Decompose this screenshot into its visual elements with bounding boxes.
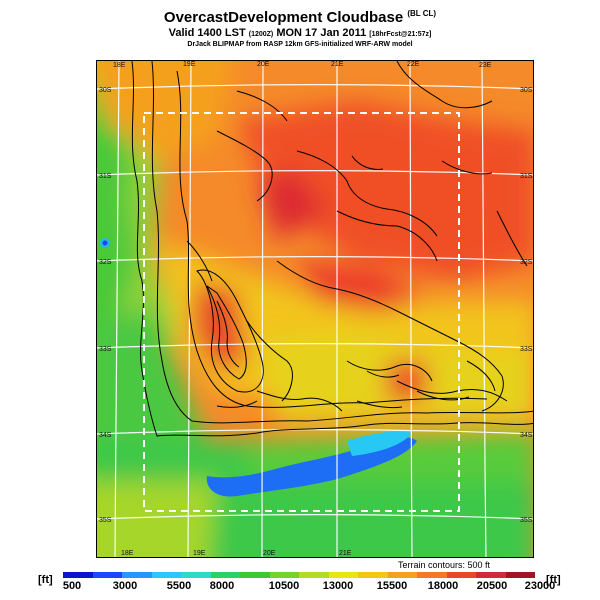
lon-labels-bottom: 18E 19E 20E 21E xyxy=(121,550,352,557)
lat-label: 31S xyxy=(99,173,112,180)
lat-label: 34S xyxy=(520,432,533,439)
lon-label: 23E xyxy=(479,62,492,69)
color-scale-label: 13000 xyxy=(322,580,354,592)
color-scale-swatch xyxy=(358,572,388,578)
lon-label: 22E xyxy=(407,61,420,68)
valid-label: Valid 1400 LST xyxy=(168,27,246,39)
color-scale-label: 20500 xyxy=(476,580,508,592)
lat-label: 33S xyxy=(99,346,112,353)
cloudbase-map: 18E 19E 20E 21E 22E 23E 18E 19E 20E 21E … xyxy=(96,60,534,558)
lat-label: 31S xyxy=(520,173,533,180)
graticule xyxy=(97,61,533,557)
color-scale-swatch xyxy=(328,572,358,578)
valid-run: [18hrFcst@21:57z] xyxy=(369,31,432,38)
lat-label: 33S xyxy=(520,346,533,353)
color-scale-swatch xyxy=(210,572,240,578)
lon-labels-top: 18E 19E 20E 21E 22E 23E xyxy=(113,61,492,69)
lon-label: 21E xyxy=(339,550,352,557)
color-scale-swatch xyxy=(476,572,506,578)
color-scale-label: 500 xyxy=(62,580,82,592)
terrain-contours xyxy=(131,61,533,437)
lat-label: 30S xyxy=(520,87,533,94)
lon-label: 18E xyxy=(121,550,134,557)
cyan-pocket-south xyxy=(347,431,412,456)
color-scale-bar xyxy=(63,572,535,578)
color-scale-swatch xyxy=(387,572,417,578)
color-scale-label: 8000 xyxy=(209,580,235,592)
lon-label: 20E xyxy=(263,550,276,557)
unit-label-right: [ft] xyxy=(546,574,561,586)
color-scale-label: 23000 xyxy=(524,580,556,592)
valid-date: MON 17 Jan 2011 xyxy=(276,27,367,39)
unit-label-left: [ft] xyxy=(38,574,53,586)
color-scale-swatch xyxy=(446,572,476,578)
credit-line: DrJack BLIPMAP from RASP 12km GFS-initia… xyxy=(187,41,413,48)
color-scale-swatch xyxy=(151,572,181,578)
lat-label: 32S xyxy=(99,259,112,266)
color-scale-swatch xyxy=(417,572,447,578)
color-scale-swatch xyxy=(240,572,270,578)
lon-label: 19E xyxy=(193,550,206,557)
color-scale-labels: 500 3000 5500 8000 10500 13000 15500 18000 20500… xyxy=(46,580,560,594)
lon-label: 18E xyxy=(113,62,126,69)
color-scale-label: 5500 xyxy=(166,580,192,592)
map-canvas: 18E 19E 20E 21E 22E 23E 18E 19E 20E 21E … xyxy=(97,61,533,557)
map-title: OvercastDevelopment Cloudbase (BL CL) xyxy=(0,9,600,26)
color-scale-swatch xyxy=(92,572,122,578)
inner-domain-box xyxy=(143,112,460,512)
color-scale-label: 18000 xyxy=(427,580,459,592)
map-title-suffix: (BL CL) xyxy=(407,9,437,18)
lon-label: 19E xyxy=(183,61,196,68)
lat-label: 35S xyxy=(520,517,533,524)
terrain-contours-note: Terrain contours: 500 ft xyxy=(398,560,491,570)
lat-label: 35S xyxy=(99,517,112,524)
color-scale-label: 15500 xyxy=(376,580,408,592)
lon-label: 21E xyxy=(331,61,344,68)
map-title-text: OvercastDevelopment Cloudbase xyxy=(163,9,404,26)
valid-code: (1200Z) xyxy=(248,31,274,38)
color-scale-label: 10500 xyxy=(268,580,300,592)
color-scale-swatch xyxy=(181,572,211,578)
valid-time-line: Valid 1400 LST (1200Z) MON 17 Jan 2011 [… xyxy=(0,27,600,39)
color-scale-swatch xyxy=(63,572,93,578)
lat-labels-right: 30S 31S 32S 33S 34S 35S xyxy=(520,87,533,524)
lat-label: 34S xyxy=(99,432,112,439)
color-scale-swatch xyxy=(505,572,535,578)
color-scale-label: 3000 xyxy=(112,580,138,592)
color-scale-swatch xyxy=(269,572,299,578)
lat-label: 32S xyxy=(520,259,533,266)
lat-labels-left: 30S 31S 32S 33S 34S 35S xyxy=(99,87,112,524)
color-scale-swatch xyxy=(299,572,329,578)
lat-label: 30S xyxy=(99,87,112,94)
color-scale-swatch xyxy=(122,572,152,578)
lon-label: 20E xyxy=(257,61,270,68)
blue-pocket-west-core xyxy=(102,240,108,246)
